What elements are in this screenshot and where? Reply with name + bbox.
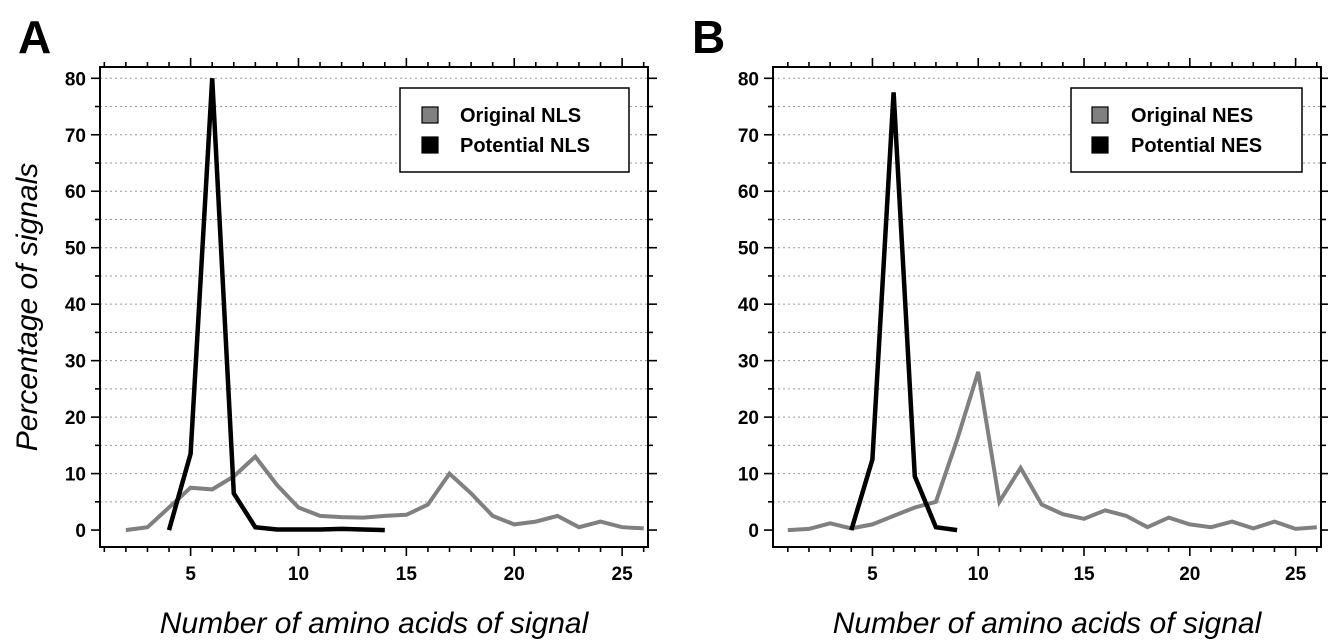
y-tick-label: 10 xyxy=(738,465,759,486)
series xyxy=(125,78,644,533)
y-tick-label: 80 xyxy=(65,69,86,90)
y-tick-label: 80 xyxy=(738,69,759,90)
x-tick-label: 15 xyxy=(1073,564,1095,585)
y-tick-label: 60 xyxy=(65,182,86,203)
x-tick-label: 10 xyxy=(288,564,309,585)
legend: Original NES Potential NES xyxy=(1070,87,1303,173)
x-tick-label: 10 xyxy=(968,564,989,585)
y-tick-label: 30 xyxy=(738,352,759,373)
x-tick-label: 20 xyxy=(504,564,525,585)
y-axis-title: Percentage of signals xyxy=(11,163,44,452)
panel-letter: A xyxy=(18,11,51,63)
y-tick-label: 50 xyxy=(65,239,86,260)
x-axis-title: Number of amino acids of signal xyxy=(160,607,590,640)
series-line-original xyxy=(787,371,1317,533)
y-tick-label: 10 xyxy=(65,465,86,486)
y-tick-label: 0 xyxy=(748,521,759,542)
legend-label-potential: Potential NLS xyxy=(460,135,590,157)
x-tick-label: 5 xyxy=(185,564,196,585)
plot-frame xyxy=(772,66,1322,548)
panel-a: A 5 10 15 20 25 0 10 20 30 40 50 60 70 80 Number of a… xyxy=(11,11,657,640)
series xyxy=(787,92,1317,533)
y-tick-label: 20 xyxy=(65,408,86,429)
series-line-original xyxy=(125,453,644,533)
y-tick-label: 60 xyxy=(738,182,759,203)
plot-frame xyxy=(99,66,649,548)
y-tick-label: 30 xyxy=(65,352,86,373)
panel-letter: B xyxy=(692,11,725,63)
series-line-potential xyxy=(849,92,958,533)
y-tick-label: 20 xyxy=(738,408,759,429)
y-tick-label: 40 xyxy=(65,295,86,316)
legend-swatch-potential xyxy=(1091,136,1109,154)
y-tick-label: 40 xyxy=(738,295,759,316)
legend: Original NLS Potential NLS xyxy=(399,87,630,173)
x-tick-label: 25 xyxy=(1285,564,1307,585)
legend-label-potential: Potential NES xyxy=(1131,135,1262,157)
legend-swatch-original xyxy=(421,106,439,124)
legend-label-original: Original NLS xyxy=(460,105,581,127)
legend-label-original: Original NES xyxy=(1131,105,1253,127)
legend-box xyxy=(399,87,630,173)
y-tick-label: 70 xyxy=(65,126,86,147)
legend-swatch-original xyxy=(1091,106,1109,124)
y-tick-label: 70 xyxy=(738,126,759,147)
x-tick-label: 20 xyxy=(1179,564,1200,585)
panel-b: B 5 10 15 20 25 0 10 20 30 40 50 60 70 80 Number of a… xyxy=(692,11,1328,640)
x-axis-title: Number of amino acids of signal xyxy=(833,607,1263,640)
y-tick-label: 50 xyxy=(738,239,759,260)
x-tick-label: 15 xyxy=(396,564,418,585)
x-tick-label: 5 xyxy=(867,564,878,585)
series-line-potential xyxy=(166,78,385,533)
legend-swatch-potential xyxy=(421,136,439,154)
y-tick-label: 0 xyxy=(75,521,86,542)
legend-box xyxy=(1070,87,1303,173)
ticks: 5 10 15 20 25 0 10 20 30 40 50 60 70 80 xyxy=(65,58,657,585)
x-tick-label: 25 xyxy=(612,564,634,585)
ticks: 5 10 15 20 25 0 10 20 30 40 50 60 70 80 xyxy=(738,58,1328,585)
